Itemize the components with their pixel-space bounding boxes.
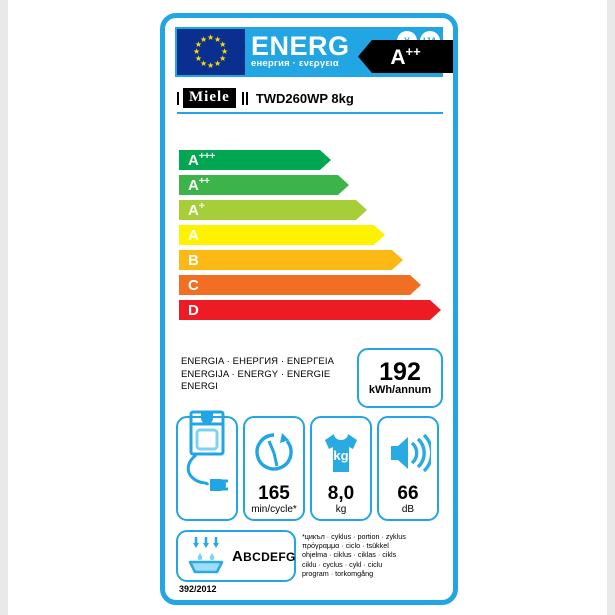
- text-line: ENERGI: [181, 381, 219, 392]
- annual-consumption-box: 192 kWh/annum: [357, 348, 443, 408]
- brand-logo: Miele: [183, 88, 236, 108]
- metrics-row: 165 min/cycle* kg 8,0 kg: [176, 410, 444, 521]
- eu-flag-star: ★: [207, 61, 215, 70]
- energy-class-badge: A++: [358, 40, 453, 73]
- energy-class-arrow: A+: [179, 200, 367, 220]
- tshirt-icon: kg: [318, 418, 364, 484]
- eu-flag-star: ★: [214, 34, 222, 44]
- noise-unit: dB: [401, 504, 415, 515]
- text-line: ciklu · cyclus · cykl · ciclu: [302, 559, 383, 569]
- text-line: πρόγραμμα · ciclo · tsükkel: [302, 541, 389, 551]
- energy-class-arrow: A: [179, 225, 385, 245]
- svg-text:kg: kg: [333, 448, 348, 463]
- eu-flag-star: ★: [219, 40, 227, 49]
- metric-dryer: [176, 410, 238, 521]
- capacity-value: 8,0: [327, 483, 355, 504]
- drying-tub-icon: [186, 534, 226, 579]
- text-line: program · torkomgång: [302, 568, 374, 578]
- text-line: ohjelma · ciklus · ciklas · cikls: [302, 550, 397, 560]
- page-margin-right: [607, 0, 615, 615]
- cycle-time-unit: min/cycle*: [251, 504, 297, 515]
- condensation-class-first: A: [232, 547, 244, 565]
- eu-flag-star: ★: [194, 54, 203, 63]
- condensation-class-rest: BCDEFG: [243, 549, 296, 564]
- energy-class-arrow: B: [179, 250, 403, 270]
- annual-consumption-value: 192: [379, 358, 421, 386]
- energ-subtitle: енергия · ενεργεια: [251, 58, 339, 69]
- bottom-row: ABCDEFG *цикъл · cyklus · portion · zykl…: [176, 530, 444, 582]
- text-line: ENERGIA · ЕНЕРГИЯ · ENEPΓEIA: [181, 356, 335, 367]
- cycle-time-value: 165: [258, 483, 290, 504]
- tumble-dryer-icon: [184, 410, 230, 491]
- speaker-icon: [385, 418, 431, 484]
- tick-mark-left: [177, 91, 179, 105]
- text-line: ENERGIJA · ENERGY · ENERGIE: [181, 368, 331, 380]
- clock-icon: [252, 418, 296, 484]
- metric-cycle-time: 165 min/cycle*: [243, 416, 305, 521]
- eu-flag-star: ★: [193, 47, 201, 56]
- eu-energy-label: ★★★★★★★★★★★★ ENERG енергия · ενεργεια Y …: [160, 13, 458, 605]
- eu-flag-star: ★: [200, 59, 208, 69]
- eu-flag-star: ★: [221, 47, 229, 56]
- condensation-efficiency-box: ABCDEFG: [176, 530, 296, 582]
- energy-class-scale: A+++ A++ A+ A B C D: [179, 150, 449, 325]
- energ-wordmark: ENERG енергия · ενεργεια: [245, 31, 397, 70]
- condensation-class-scale: ABCDEFG: [232, 548, 296, 565]
- eu-flag-star: ★: [207, 33, 215, 42]
- energy-class-arrow: D: [179, 300, 441, 320]
- model-name: TWD260WP 8kg: [255, 90, 354, 106]
- metric-capacity: kg 8,0 kg: [310, 416, 372, 521]
- tick-mark-right: [241, 91, 248, 105]
- cycle-footnote: *цикъл · cyklus · portion · zyklus πρόγρα…: [302, 530, 442, 582]
- annual-consumption-unit: kWh/annum: [368, 384, 432, 396]
- page-margin-left: [0, 0, 8, 615]
- metric-noise: 66 dB: [377, 416, 439, 521]
- energy-class-arrow: A+++: [179, 150, 331, 170]
- energy-class-arrow: C: [179, 275, 421, 295]
- energy-words: ENERGIA · ЕНЕРГИЯ · ENEPΓEIA ENERGIJA · E…: [181, 356, 341, 394]
- regulation-number: 392/2012: [179, 584, 217, 594]
- brand-model-row: Miele TWD260WP 8kg: [177, 84, 443, 114]
- text-line: *цикъл · cyklus · portion · zyklus: [302, 532, 406, 541]
- eu-flag-star: ★: [214, 59, 222, 69]
- eu-flag-icon: ★ ★ ★ ★ ★ ★ ★ ★ ★ ★ ★ ★: [177, 29, 245, 75]
- eu-flag-star: ★: [219, 54, 227, 63]
- energy-class-arrow: A++: [179, 175, 349, 195]
- eu-flag-star: ★: [200, 34, 208, 44]
- eu-flag-star: ★: [194, 40, 203, 49]
- capacity-unit: kg: [335, 504, 347, 515]
- noise-value: 66: [397, 483, 419, 504]
- energ-title: ENERG: [251, 31, 350, 61]
